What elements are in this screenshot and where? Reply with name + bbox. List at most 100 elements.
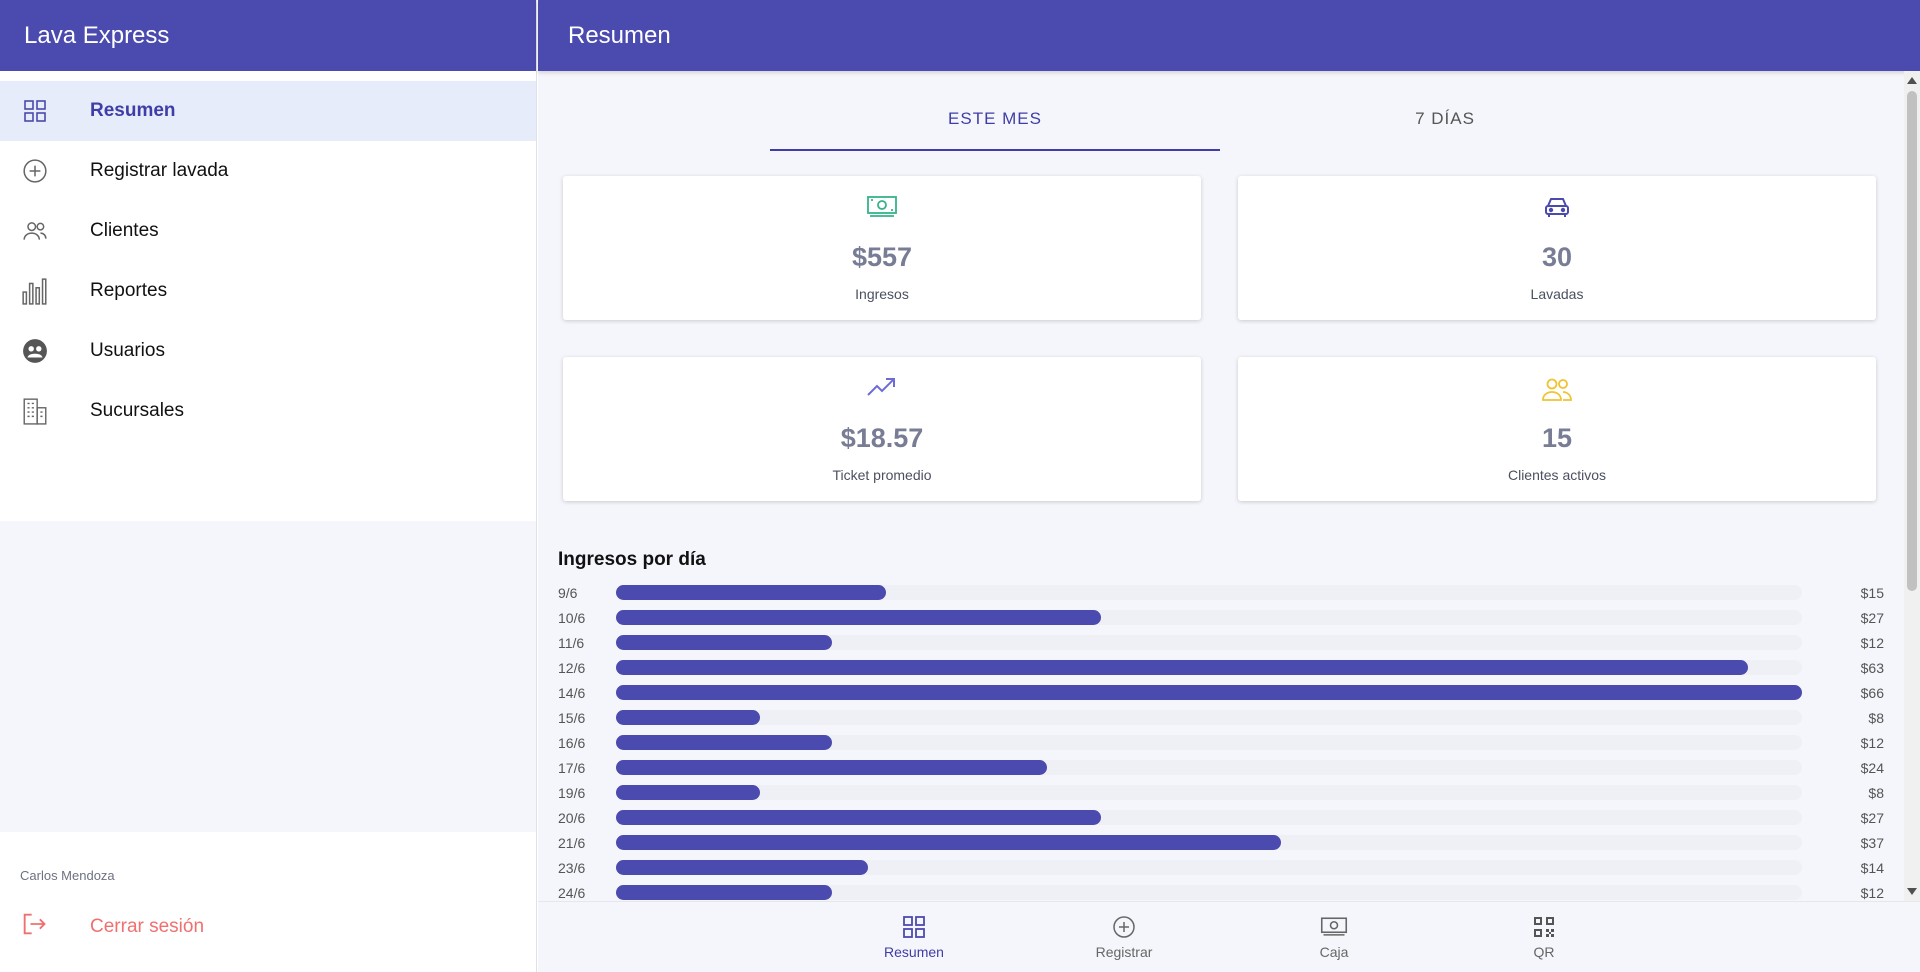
sidebar-item-label: Reportes (90, 280, 168, 301)
bar-value-label: $12 (1860, 735, 1884, 751)
bar-row: 15/6 $8 (558, 706, 1904, 731)
active-tab-indicator (770, 149, 1220, 151)
bar-row: 11/6 $12 (558, 631, 1904, 656)
bar-category-label: 12/6 (558, 660, 586, 676)
stat-card-ticket-promedio: $18.57 Ticket promedio (563, 357, 1201, 501)
bar-track (616, 660, 1802, 675)
sidebar: Lava Express Resumen Registrar lavada Cl… (0, 0, 537, 972)
main-panel: Resumen ESTE MES 7 DÍAS $557 Ingresos 30… (538, 0, 1920, 972)
bar-category-label: 14/6 (558, 685, 586, 701)
bottom-nav-qr[interactable]: QR (1484, 914, 1604, 960)
bar (616, 585, 886, 600)
bar-category-label: 9/6 (558, 585, 578, 601)
sidebar-item-label: Clientes (90, 220, 159, 241)
page-title: Resumen (538, 0, 1920, 71)
stat-label: Lavadas (1530, 286, 1584, 302)
bar-track (616, 810, 1802, 825)
bar-row: 20/6 $27 (558, 806, 1904, 831)
bar-category-label: 11/6 (558, 635, 585, 651)
vertical-scrollbar[interactable] (1904, 71, 1920, 901)
sidebar-item-label: Resumen (90, 100, 176, 121)
sidebar-nav: Resumen Registrar lavada Clientes Report… (0, 71, 536, 521)
bar-row: 12/6 $63 (558, 656, 1904, 681)
stat-card-ingresos: $557 Ingresos (563, 176, 1201, 320)
bottom-nav-registrar[interactable]: Registrar (1064, 914, 1184, 960)
scroll-up-arrow[interactable] (1907, 77, 1917, 84)
bar-row: 23/6 $14 (558, 856, 1904, 881)
bar-category-label: 19/6 (558, 785, 586, 801)
sidebar-item-resumen[interactable]: Resumen (0, 81, 536, 141)
money-icon (1274, 914, 1394, 940)
sidebar-item-label: Usuarios (90, 340, 165, 361)
bar-track (616, 735, 1802, 750)
plus-circle-icon (1064, 914, 1184, 940)
bar-category-label: 21/6 (558, 835, 586, 851)
bar-track (616, 760, 1802, 775)
bar-value-label: $12 (1860, 885, 1884, 901)
sidebar-item-label: Sucursales (90, 400, 184, 421)
bar-category-label: 23/6 (558, 860, 586, 876)
bar (616, 860, 868, 875)
bar-value-label: $12 (1860, 635, 1884, 651)
bottom-nav-caja[interactable]: Caja (1274, 914, 1394, 960)
bottom-nav-label: Resumen (884, 944, 944, 960)
bottom-nav-resumen[interactable]: Resumen (854, 914, 974, 960)
users-icon (1238, 375, 1876, 405)
bar-row: 19/6 $8 (558, 781, 1904, 806)
tab-este-mes[interactable]: ESTE MES (948, 109, 1042, 128)
bar-track (616, 685, 1802, 700)
logout-icon (20, 910, 48, 943)
dashboard-content: ESTE MES 7 DÍAS $557 Ingresos 30 Lavadas (538, 71, 1904, 901)
bar (616, 710, 760, 725)
bar-category-label: 24/6 (558, 885, 586, 901)
bar-track (616, 585, 1802, 600)
bar-track (616, 710, 1802, 725)
bar-row: 10/6 $27 (558, 606, 1904, 631)
bar-value-label: $24 (1860, 760, 1884, 776)
building-icon (20, 396, 50, 426)
bar-category-label: 20/6 (558, 810, 586, 826)
ingresos-por-dia-chart: 9/6 $15 10/6 $27 11/6 $12 12/6 $63 14/6 $66 15/6 $8… (558, 581, 1904, 901)
app-title: Lava Express (0, 0, 536, 71)
tab-7-dias[interactable]: 7 DÍAS (1415, 109, 1475, 128)
bar-track (616, 860, 1802, 875)
bar-value-label: $37 (1860, 835, 1884, 851)
sidebar-item-sucursales[interactable]: Sucursales (0, 381, 536, 441)
bar-chart-icon (20, 276, 50, 306)
bar-row: 16/6 $12 (558, 731, 1904, 756)
bar-category-label: 16/6 (558, 735, 586, 751)
money-icon (563, 194, 1201, 224)
bottom-nav-label: Registrar (1095, 944, 1153, 960)
logout-button[interactable]: Cerrar sesión (20, 910, 204, 943)
chart-title: Ingresos por día (558, 549, 706, 570)
users-icon (20, 216, 50, 246)
sidebar-item-usuarios[interactable]: Usuarios (0, 321, 536, 381)
bar-track (616, 610, 1802, 625)
bar (616, 760, 1048, 775)
bar-row: 9/6 $15 (558, 581, 1904, 606)
logout-label: Cerrar sesión (90, 915, 205, 937)
bar-row: 17/6 $24 (558, 756, 1904, 781)
sidebar-item-registrar-lavada[interactable]: Registrar lavada (0, 141, 536, 201)
bar (616, 735, 832, 750)
stat-card-clientes-activos: 15 Clientes activos (1238, 357, 1876, 501)
bar-category-label: 17/6 (558, 760, 586, 776)
sidebar-item-clientes[interactable]: Clientes (0, 201, 536, 261)
bar-value-label: $63 (1860, 660, 1884, 676)
sidebar-item-reportes[interactable]: Reportes (0, 261, 536, 321)
bar-category-label: 15/6 (558, 710, 586, 726)
user-name: Carlos Mendoza (20, 868, 115, 883)
bar-value-label: $15 (1860, 585, 1884, 601)
bar (616, 660, 1749, 675)
grid-icon (20, 96, 50, 126)
bar-track (616, 635, 1802, 650)
stat-label: Clientes activos (1507, 467, 1607, 483)
bar-value-label: $66 (1860, 685, 1884, 701)
stat-value: 30 (1541, 242, 1573, 272)
bar (616, 885, 832, 900)
scrollbar-thumb[interactable] (1907, 91, 1917, 591)
bar (616, 810, 1102, 825)
scroll-down-arrow[interactable] (1907, 888, 1917, 895)
bar-value-label: $14 (1860, 860, 1884, 876)
